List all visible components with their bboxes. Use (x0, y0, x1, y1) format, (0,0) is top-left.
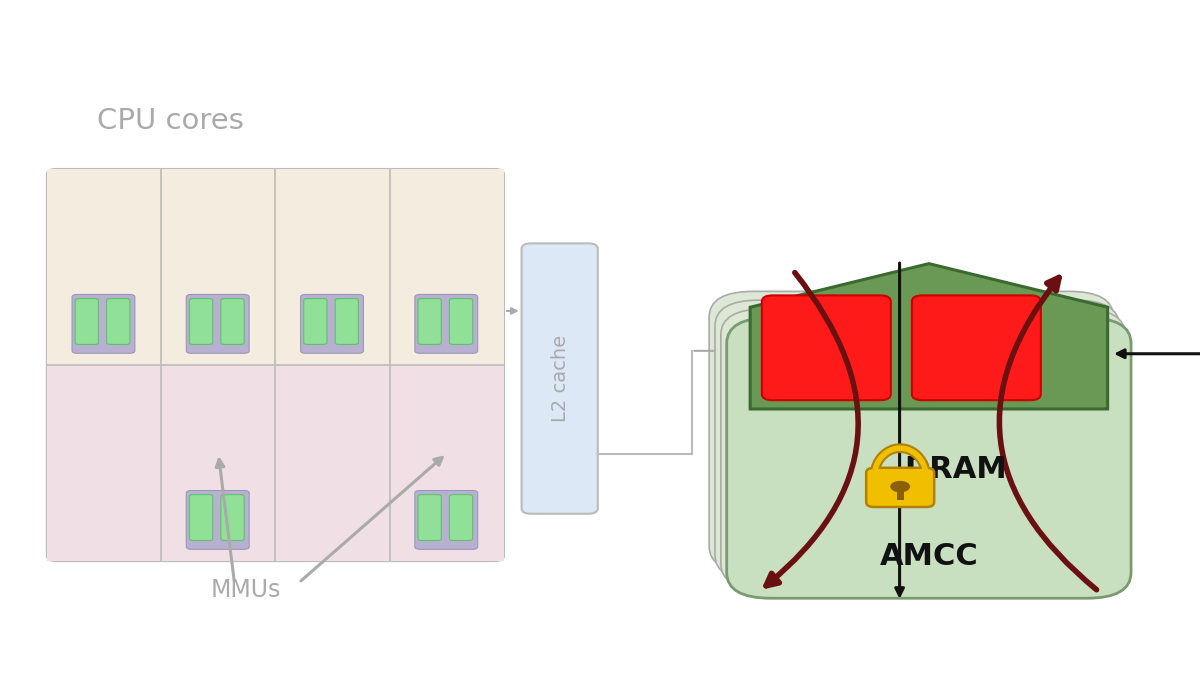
FancyBboxPatch shape (107, 299, 130, 345)
FancyBboxPatch shape (912, 295, 1040, 400)
FancyBboxPatch shape (415, 295, 478, 354)
FancyBboxPatch shape (72, 295, 134, 354)
Text: MMUs: MMUs (211, 578, 281, 602)
FancyBboxPatch shape (418, 495, 442, 541)
FancyBboxPatch shape (721, 309, 1126, 589)
Bar (390, 169, 504, 365)
FancyBboxPatch shape (47, 169, 504, 561)
FancyBboxPatch shape (522, 243, 598, 514)
FancyBboxPatch shape (221, 495, 244, 541)
FancyBboxPatch shape (300, 295, 364, 354)
Bar (390, 365, 504, 561)
FancyBboxPatch shape (727, 318, 1132, 598)
Bar (47, 365, 161, 561)
Bar (896, 488, 904, 500)
Text: DRAM: DRAM (904, 456, 1007, 484)
Bar (161, 169, 276, 365)
Text: CPU cores: CPU cores (96, 107, 244, 135)
FancyBboxPatch shape (415, 491, 478, 550)
Circle shape (890, 481, 910, 492)
FancyBboxPatch shape (866, 468, 934, 507)
Bar (276, 365, 390, 561)
Text: AMCC: AMCC (880, 542, 979, 571)
Bar (276, 169, 390, 365)
FancyBboxPatch shape (450, 495, 473, 541)
Polygon shape (750, 264, 1108, 409)
Bar (47, 169, 161, 365)
FancyBboxPatch shape (762, 295, 890, 400)
FancyBboxPatch shape (221, 299, 244, 345)
FancyBboxPatch shape (190, 299, 212, 345)
FancyBboxPatch shape (76, 299, 98, 345)
FancyBboxPatch shape (709, 291, 1114, 572)
FancyBboxPatch shape (450, 299, 473, 345)
FancyBboxPatch shape (186, 295, 250, 354)
FancyBboxPatch shape (335, 299, 359, 345)
FancyBboxPatch shape (304, 299, 326, 345)
Bar (161, 365, 276, 561)
FancyBboxPatch shape (715, 300, 1120, 581)
Text: L2 cache: L2 cache (551, 335, 570, 422)
FancyBboxPatch shape (186, 491, 250, 550)
Bar (844, 318, 955, 409)
FancyBboxPatch shape (418, 299, 442, 345)
FancyBboxPatch shape (190, 495, 212, 541)
